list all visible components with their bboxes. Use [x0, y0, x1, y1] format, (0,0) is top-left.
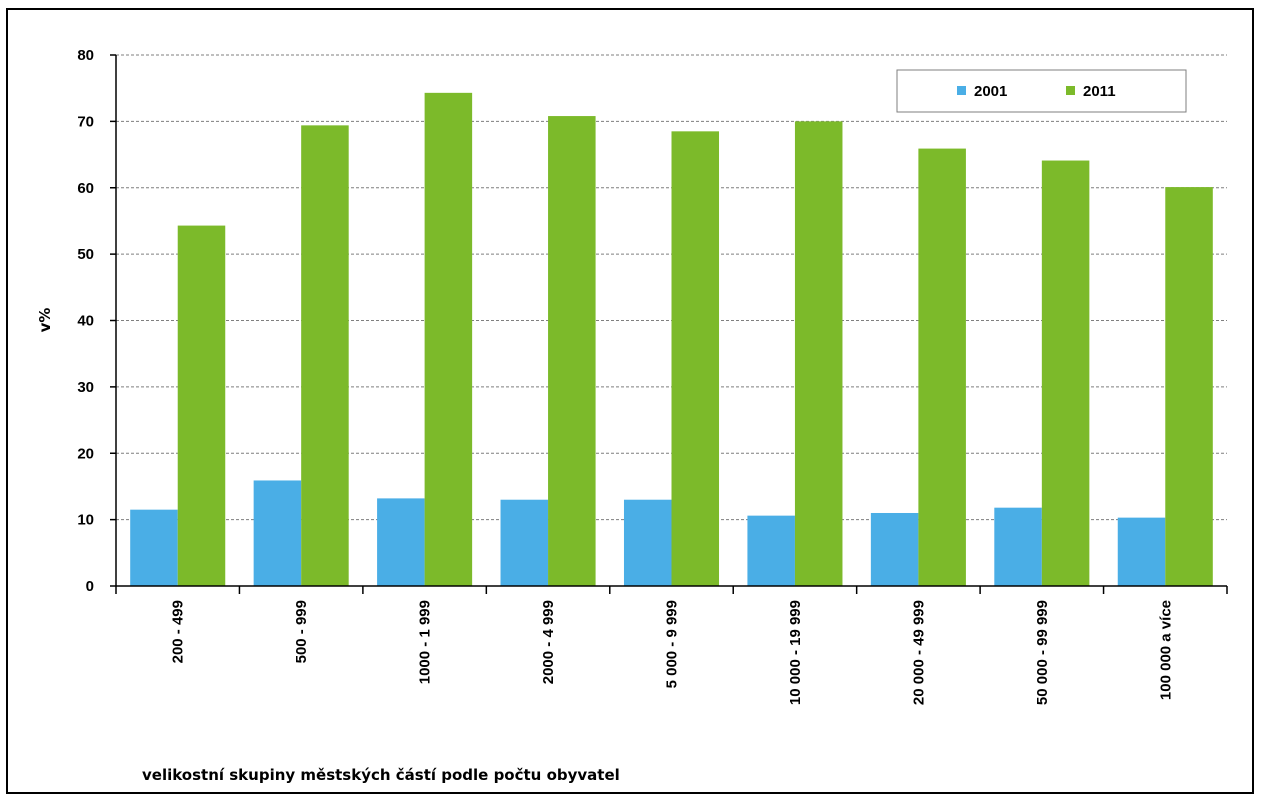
bar-2001-0: [130, 509, 178, 586]
legend-swatch-2001: [957, 86, 966, 95]
bar-2011-4: [671, 131, 720, 587]
bar-2001-5: [747, 515, 795, 586]
legend-label-2001: 2001: [974, 83, 1007, 100]
y-tick-label: 70: [77, 113, 94, 130]
y-tick-label: 40: [77, 313, 94, 330]
bar-2011-1: [301, 125, 349, 587]
y-tick-label: 0: [86, 578, 94, 595]
legend-label-2011: 2011: [1083, 83, 1116, 100]
bar-2011-7: [1041, 160, 1090, 586]
bars: [130, 92, 1213, 587]
x-tick-label: 2000 - 4 999: [540, 600, 557, 684]
y-tick-label: 50: [77, 246, 94, 263]
legend-swatch-2011: [1066, 86, 1075, 95]
x-tick-label: 200 - 499: [170, 600, 187, 663]
bar-2011-2: [424, 92, 473, 587]
x-axis-title: velikostní skupiny městských částí podle…: [142, 766, 620, 784]
bar-2001-6: [870, 512, 919, 586]
bar-2011-8: [1165, 187, 1213, 586]
x-tick-label: 500 - 999: [293, 600, 310, 663]
y-tick-label: 10: [77, 512, 94, 529]
bar-2001-1: [253, 480, 302, 586]
bar-2011-6: [918, 148, 966, 586]
x-tick-label: 20 000 - 49 999: [910, 600, 927, 705]
legend: 2001 2011: [896, 69, 1187, 113]
bar-2011-3: [548, 116, 596, 586]
y-tick-label: 80: [77, 47, 94, 64]
axes: [110, 54, 1228, 594]
y-tick-labels: 0 10 20 30 40 50 60 70 80: [77, 47, 94, 595]
x-tick-label: 10 000 - 19 999: [787, 600, 804, 705]
y-tick-label: 60: [77, 180, 94, 197]
x-tick-label: 1000 - 1 999: [417, 600, 434, 684]
bar-2001-4: [623, 499, 672, 586]
y-axis-title: v%: [36, 308, 54, 333]
bar-2011-5: [794, 121, 843, 586]
x-tick-label: 100 000 a více: [1157, 600, 1174, 700]
bar-2011-0: [177, 225, 226, 587]
legend-box: [896, 69, 1187, 113]
y-tick-label: 20: [77, 445, 94, 462]
bar-2001-8: [1117, 517, 1166, 586]
x-tick-label: 50 000 - 99 999: [1034, 600, 1051, 705]
bar-2001-3: [500, 499, 549, 586]
bar-2001-7: [994, 507, 1042, 586]
x-tick-label: 5 000 - 9 999: [664, 600, 681, 688]
x-tick-labels: 200 - 499 500 - 999 1000 - 1 999 2000 - 4 9…: [170, 600, 1175, 705]
y-tick-label: 30: [77, 379, 94, 396]
bar-2001-2: [377, 498, 425, 586]
